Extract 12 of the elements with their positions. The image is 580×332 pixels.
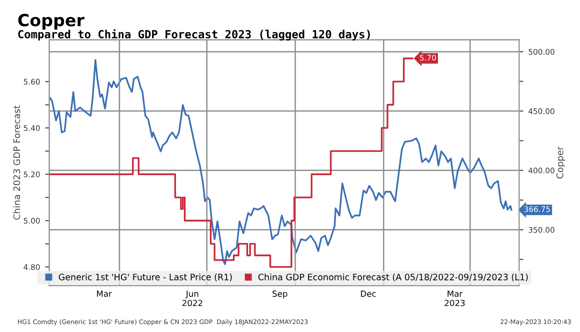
x-tick-label: Sep bbox=[272, 290, 288, 298]
legend-label: China GDP Economic Forecast (A 05/18/2022-09/19/2023 (L1) bbox=[258, 274, 528, 282]
line-series bbox=[49, 59, 512, 265]
x-tick-label: Dec bbox=[361, 290, 376, 297]
x-tick-label: Jun 2022 bbox=[182, 290, 202, 306]
y-axis-title: China 2023 GDP Forecast bbox=[13, 105, 20, 220]
x-tick-label: Mar 2023 bbox=[444, 290, 465, 306]
chart-title: Copper bbox=[18, 14, 84, 30]
legend-label: Generic 1st 'HG' Future - Last Price (R1) bbox=[58, 274, 232, 282]
y2-axis-title: Copper bbox=[556, 146, 565, 178]
chart-subtitle: Compared to China GDP Forecast 2023 (lagged 120 days) bbox=[18, 29, 370, 41]
x-tick-label: Mar bbox=[97, 290, 112, 297]
